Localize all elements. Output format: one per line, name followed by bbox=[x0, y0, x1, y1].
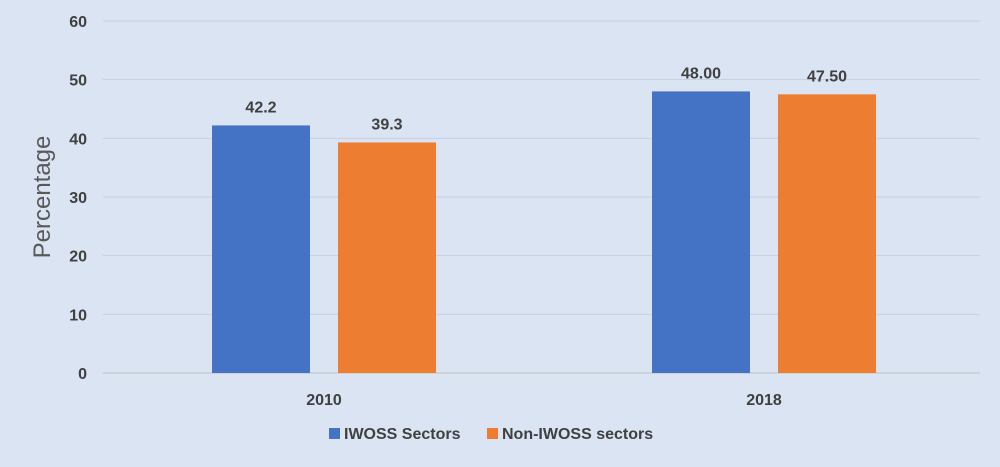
bar-iwoss-sectors-2010 bbox=[212, 125, 310, 373]
bar-non-iwoss-sectors-2010 bbox=[338, 142, 436, 373]
y-tick-label: 60 bbox=[69, 14, 87, 31]
x-tick-label: 2010 bbox=[306, 392, 342, 409]
y-tick-label: 10 bbox=[69, 307, 87, 324]
x-axis-ticks: 2010 2018 bbox=[306, 392, 782, 409]
legend-label: Non-IWOSS sectors bbox=[502, 426, 653, 443]
y-tick-label: 40 bbox=[69, 131, 87, 148]
data-label: 42.2 bbox=[245, 99, 276, 116]
y-tick-label: 30 bbox=[69, 190, 87, 207]
legend-swatch bbox=[487, 428, 498, 439]
y-tick-label: 0 bbox=[78, 366, 87, 383]
data-label: 39.3 bbox=[371, 116, 402, 133]
legend-swatch bbox=[329, 428, 340, 439]
bars bbox=[212, 91, 876, 374]
data-label: 48.00 bbox=[681, 65, 721, 82]
data-labels: 42.2 39.3 48.00 47.50 bbox=[245, 65, 847, 133]
bar-non-iwoss-sectors-2018 bbox=[778, 94, 876, 373]
legend: IWOSS Sectors Non-IWOSS sectors bbox=[329, 426, 653, 443]
y-axis-title: Percentage bbox=[29, 136, 56, 259]
bar-iwoss-sectors-2018 bbox=[652, 91, 750, 374]
y-tick-label: 50 bbox=[69, 73, 87, 90]
y-axis-ticks: 0 10 20 30 40 50 60 bbox=[69, 14, 87, 383]
x-tick-label: 2018 bbox=[746, 392, 782, 409]
data-label: 47.50 bbox=[807, 68, 847, 85]
y-tick-label: 20 bbox=[69, 249, 87, 266]
legend-label: IWOSS Sectors bbox=[344, 426, 461, 443]
